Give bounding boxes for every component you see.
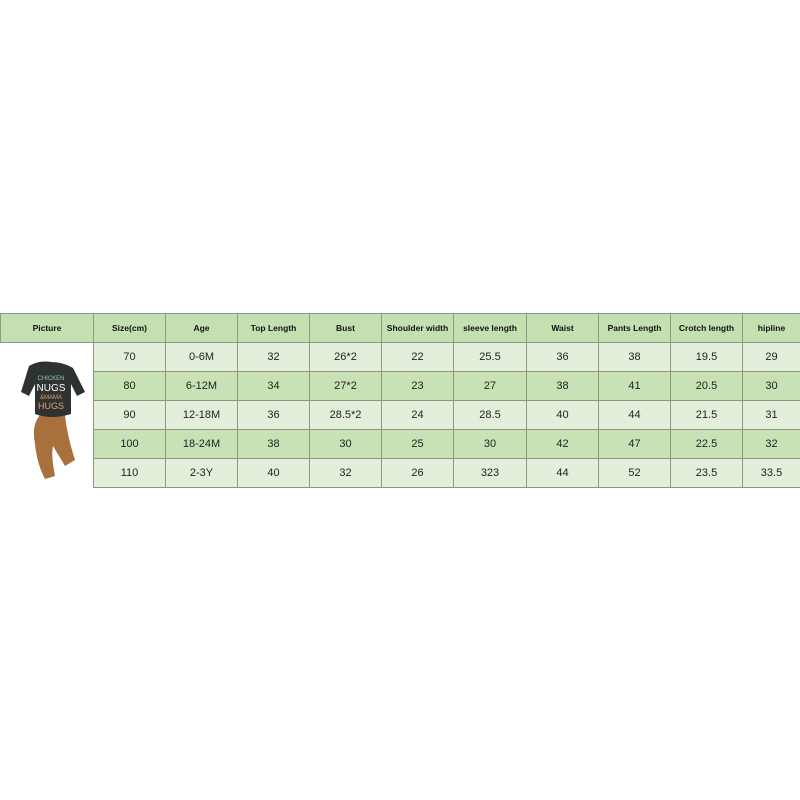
table-cell: 23 — [381, 371, 454, 401]
table-cell: 44 — [526, 458, 599, 488]
product-picture: CHICKEN NUGS &MAMA HUGS — [0, 342, 94, 488]
print-text: &MAMA — [39, 395, 61, 401]
table-cell: 32 — [309, 458, 382, 488]
table-cell: 100 — [93, 429, 166, 459]
table-cell: 32 — [742, 429, 800, 459]
column-header: sleeve length — [453, 313, 527, 343]
table-cell: 21.5 — [670, 400, 743, 430]
pants-shape — [33, 413, 75, 479]
table-cell: 36 — [526, 342, 599, 372]
table-cell: 38 — [237, 429, 310, 459]
table-cell: 323 — [453, 458, 527, 488]
table-cell: 27*2 — [309, 371, 382, 401]
table-cell: 29 — [742, 342, 800, 372]
table-cell: 0-6M — [165, 342, 238, 372]
table-cell: 52 — [598, 458, 671, 488]
table-cell: 90 — [93, 400, 166, 430]
table-cell: 40 — [237, 458, 310, 488]
column-header: Picture — [0, 313, 94, 343]
table-cell: 110 — [93, 458, 166, 488]
table-row: CHICKEN NUGS &MAMA HUGS 70 0-6M 32 26*2 22 25… — [0, 342, 800, 488]
print-text: NUGS — [36, 383, 65, 394]
table-cell: 22.5 — [670, 429, 743, 459]
table-cell: 41 — [598, 371, 671, 401]
table-row: 100 18-24M 38 30 25 30 42 47 22.5 32 — [1, 429, 800, 459]
table-row: 90 12-18M 36 28.5*2 24 28.5 40 44 21.5 31 — [1, 400, 800, 430]
table-cell: 22 — [381, 342, 454, 372]
header-row: Picture Size(cm) Age Top Length Bust Shoulder… — [0, 313, 800, 343]
table-cell: 47 — [598, 429, 671, 459]
table-cell: 30 — [309, 429, 382, 459]
table-cell: 20.5 — [670, 371, 743, 401]
table-cell: 34 — [237, 371, 310, 401]
print-text: HUGS — [37, 401, 63, 411]
table-cell: 28.5 — [453, 400, 527, 430]
table-cell: 6-12M — [165, 371, 238, 401]
column-header: Pants Length — [598, 313, 671, 343]
column-header: Age — [165, 313, 238, 343]
table-cell: 33.5 — [742, 458, 800, 488]
table-cell: 40 — [526, 400, 599, 430]
table-cell: 32 — [237, 342, 310, 372]
table-cell: 80 — [93, 371, 166, 401]
table-cell: 28.5*2 — [309, 400, 382, 430]
table-cell: 19.5 — [670, 342, 743, 372]
table-cell: 38 — [598, 342, 671, 372]
table-cell: 70 — [93, 342, 166, 372]
table-cell: 25.5 — [453, 342, 527, 372]
print-text: CHICKEN — [37, 376, 64, 382]
sweatshirt-shape — [20, 361, 85, 417]
column-header: Shoulder width — [381, 313, 454, 343]
table-row: 110 2-3Y 40 32 26 323 44 52 23.5 33.5 — [1, 458, 800, 488]
column-header: hipline — [742, 313, 800, 343]
table-row: 80 6-12M 34 27*2 23 27 38 41 20.5 30 — [1, 371, 800, 401]
table-cell: 23.5 — [670, 458, 743, 488]
column-header: Crotch length — [670, 313, 743, 343]
table-cell: 31 — [742, 400, 800, 430]
table-cell: 2-3Y — [165, 458, 238, 488]
table-cell: 18-24M — [165, 429, 238, 459]
table-cell: 38 — [526, 371, 599, 401]
table-cell: 36 — [237, 400, 310, 430]
table-cell: 12-18M — [165, 400, 238, 430]
table-cell: 24 — [381, 400, 454, 430]
table-cell: 42 — [526, 429, 599, 459]
column-header: Bust — [309, 313, 382, 343]
table-cell: 44 — [598, 400, 671, 430]
outfit-image: CHICKEN NUGS &MAMA HUGS — [20, 361, 85, 479]
column-header: Waist — [526, 313, 599, 343]
table-cell: 26*2 — [309, 342, 382, 372]
table-cell: 30 — [453, 429, 527, 459]
column-header: Size(cm) — [93, 313, 166, 343]
table-cell: 25 — [381, 429, 454, 459]
column-header: Top Length — [237, 313, 310, 343]
size-chart-table: Picture Size(cm) Age Top Length Bust Shoulder… — [0, 313, 800, 488]
table-cell: 27 — [453, 371, 527, 401]
table-cell: 26 — [381, 458, 454, 488]
table-cell: 30 — [742, 371, 800, 401]
